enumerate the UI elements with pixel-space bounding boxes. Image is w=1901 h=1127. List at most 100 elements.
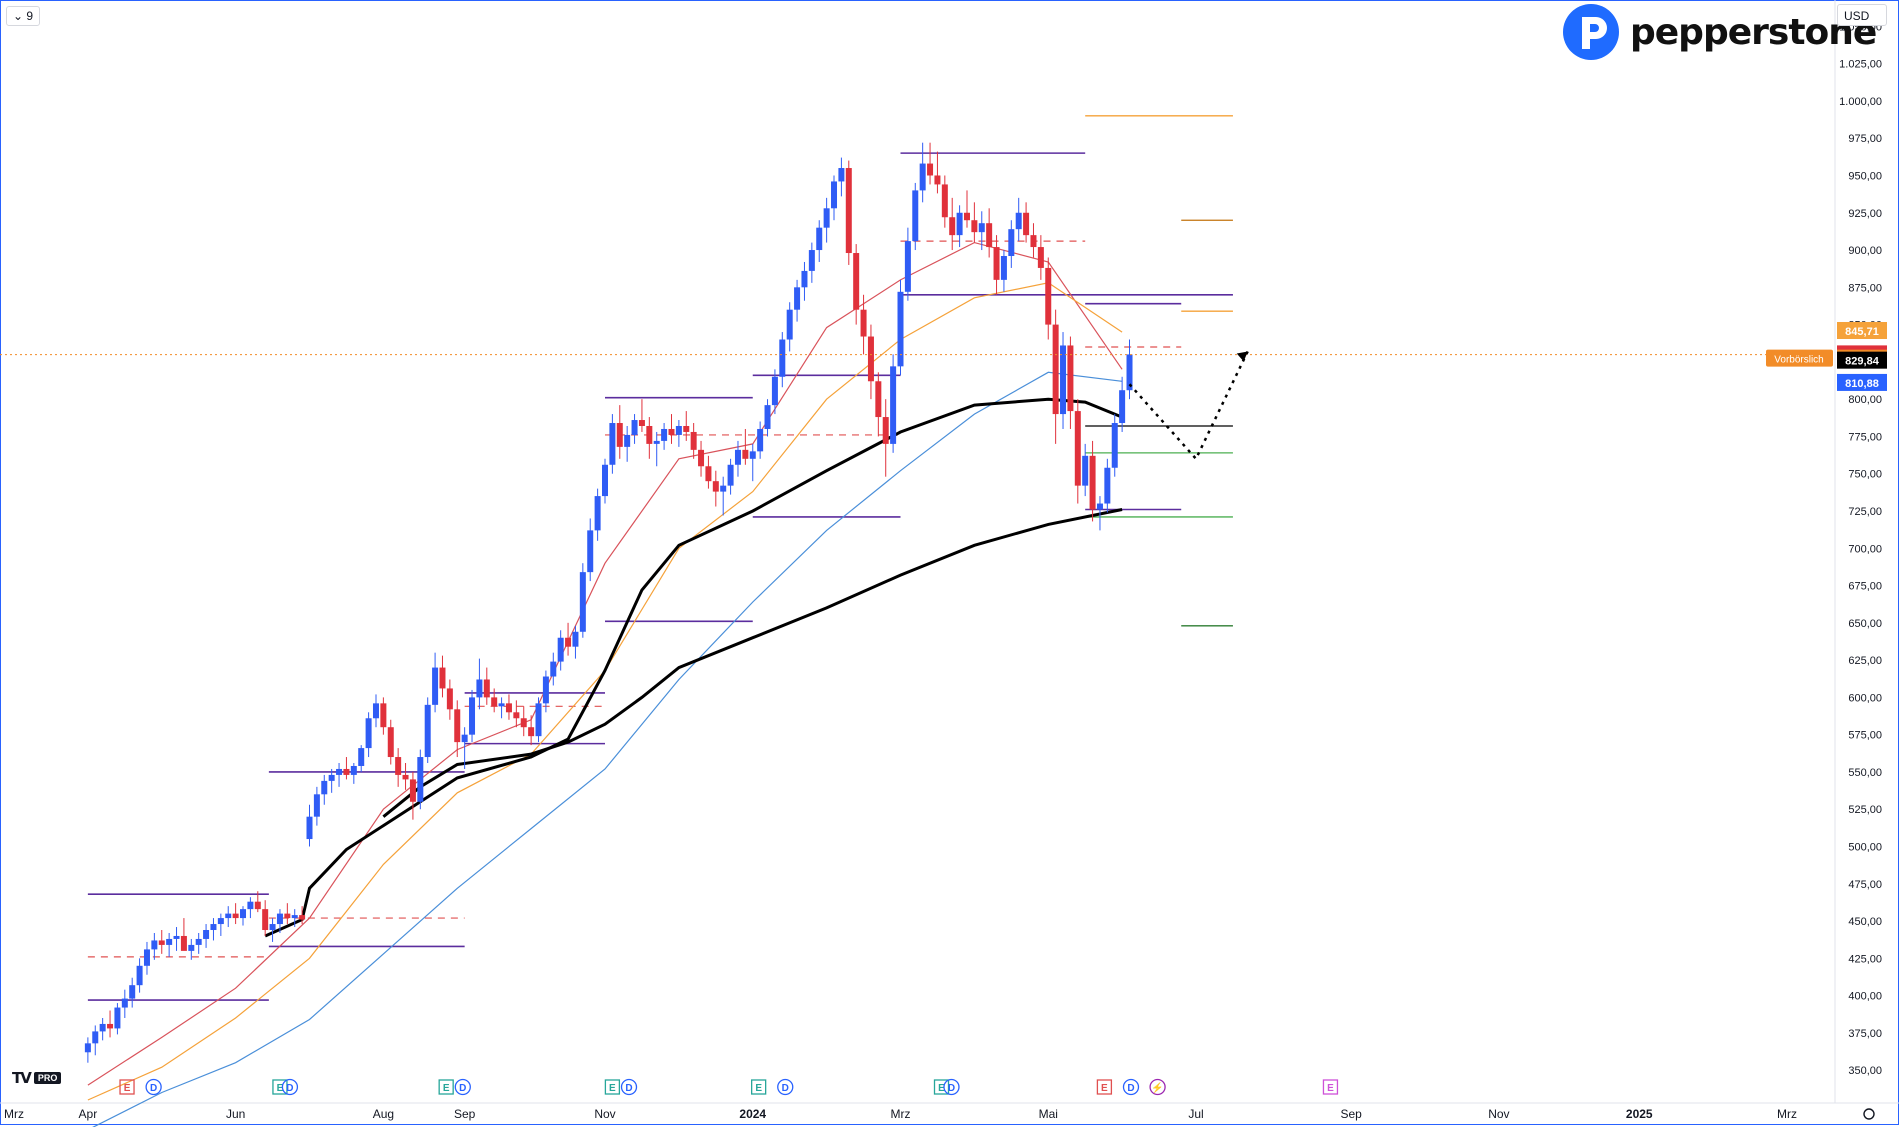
candle-body — [469, 697, 476, 735]
price-label-text: 845,71 — [1845, 326, 1879, 338]
candle-body — [528, 727, 535, 737]
earnings-event-icon — [438, 1079, 454, 1095]
candle-body — [203, 930, 210, 939]
candle-body — [742, 449, 749, 459]
candle-body — [978, 223, 985, 233]
time-tick-label: 2025 — [1626, 1107, 1653, 1121]
candle-body — [579, 572, 586, 632]
earnings-event-icon — [604, 1079, 621, 1095]
candle-body — [838, 168, 845, 182]
price-tick-label: 375,00 — [1848, 1028, 1882, 1040]
time-tick-label: Aug — [373, 1107, 394, 1121]
candle-body — [638, 420, 645, 426]
candle-body — [195, 938, 202, 945]
price-label-box — [1837, 351, 1887, 369]
candle-body — [240, 909, 247, 919]
price-tick-label: 1.025,00 — [1839, 59, 1882, 71]
candle-body — [904, 241, 911, 292]
event-label: E — [1327, 1083, 1334, 1094]
event-label: D — [948, 1083, 955, 1094]
price-tick-label: 575,00 — [1848, 730, 1882, 742]
candle-body — [616, 423, 623, 447]
event-label: D — [459, 1083, 466, 1094]
candle-body — [572, 631, 579, 647]
candle-body — [491, 697, 498, 707]
candle-body — [749, 451, 756, 459]
price-tick-label: 550,00 — [1848, 767, 1882, 779]
candle-body — [121, 998, 128, 1008]
candle-body — [513, 712, 520, 719]
flash-event-icon — [1149, 1078, 1166, 1096]
candle-body — [1067, 345, 1074, 412]
event-label: E — [938, 1083, 945, 1094]
candle-body — [461, 734, 468, 743]
price-tick-label: 450,00 — [1848, 916, 1882, 928]
candle-body — [188, 944, 195, 951]
candle-body — [941, 184, 948, 218]
candle-body — [535, 703, 542, 737]
candle-body — [417, 757, 424, 802]
candle-body — [698, 449, 705, 467]
candle-body — [306, 816, 313, 840]
candle-body — [853, 253, 860, 310]
candle-body — [786, 309, 793, 340]
dividend-event-icon — [281, 1078, 299, 1096]
event-label: E — [443, 1083, 450, 1094]
candle-body — [1104, 467, 1111, 504]
candle-body — [653, 440, 660, 444]
earnings-event-icon — [933, 1079, 950, 1095]
chevron-down-icon: ⌄ — [13, 9, 24, 23]
candle-body — [764, 405, 771, 429]
event-label: D — [782, 1083, 789, 1094]
candle-body — [845, 168, 852, 254]
price-tick-label: 425,00 — [1848, 953, 1882, 965]
price-label-box — [1837, 373, 1887, 391]
candle-body — [1119, 390, 1126, 424]
candle-body — [808, 250, 815, 271]
candle-body — [794, 287, 801, 310]
candle-body — [158, 940, 165, 945]
time-tick-label: Sep — [1340, 1107, 1362, 1121]
price-tick-label: 700,00 — [1848, 543, 1882, 555]
candle-body — [757, 428, 764, 452]
event-label: E — [609, 1083, 616, 1094]
time-tick-label: Apr — [79, 1107, 98, 1121]
candle-body — [365, 718, 372, 749]
currency-selector[interactable]: USD — [1837, 4, 1887, 26]
candle-body — [1015, 212, 1022, 230]
price-tick-label: 525,00 — [1848, 804, 1882, 816]
candle-body — [276, 913, 283, 925]
candle-body — [180, 935, 187, 951]
candle-body — [254, 901, 261, 910]
moving-average-line — [87, 282, 1123, 1101]
candle-body — [963, 212, 970, 221]
price-tick-label: 875,00 — [1848, 282, 1882, 294]
candle-body — [779, 339, 786, 377]
time-tick-label: Nov — [1488, 1107, 1509, 1121]
candle-body — [675, 425, 682, 435]
event-label: E — [277, 1083, 284, 1094]
earnings-event-icon — [119, 1079, 135, 1095]
tradingview-logo: TV PRO — [12, 1069, 62, 1087]
candle-body — [262, 909, 269, 931]
earnings-event-icon — [1096, 1079, 1113, 1095]
candle-body — [395, 757, 402, 775]
settings-gear-icon — [1863, 1108, 1875, 1120]
candle-body — [143, 949, 150, 966]
moving-average-line — [92, 371, 1123, 1127]
price-tick-label: 1.000,00 — [1839, 96, 1882, 108]
candle-body — [454, 709, 461, 743]
price-tick-label: 500,00 — [1848, 842, 1882, 854]
candle-body — [993, 247, 1000, 280]
candle-body — [1082, 455, 1089, 486]
candle-body — [269, 924, 276, 931]
candle-body — [565, 637, 572, 647]
candle-body — [1060, 345, 1067, 415]
price-tick-label: 400,00 — [1848, 991, 1882, 1003]
candle-body — [816, 227, 823, 251]
candle-body — [173, 935, 180, 939]
interval-selector[interactable]: ⌄ 9 — [6, 6, 41, 26]
dividend-event-icon — [943, 1078, 960, 1096]
candle-body — [387, 727, 394, 758]
